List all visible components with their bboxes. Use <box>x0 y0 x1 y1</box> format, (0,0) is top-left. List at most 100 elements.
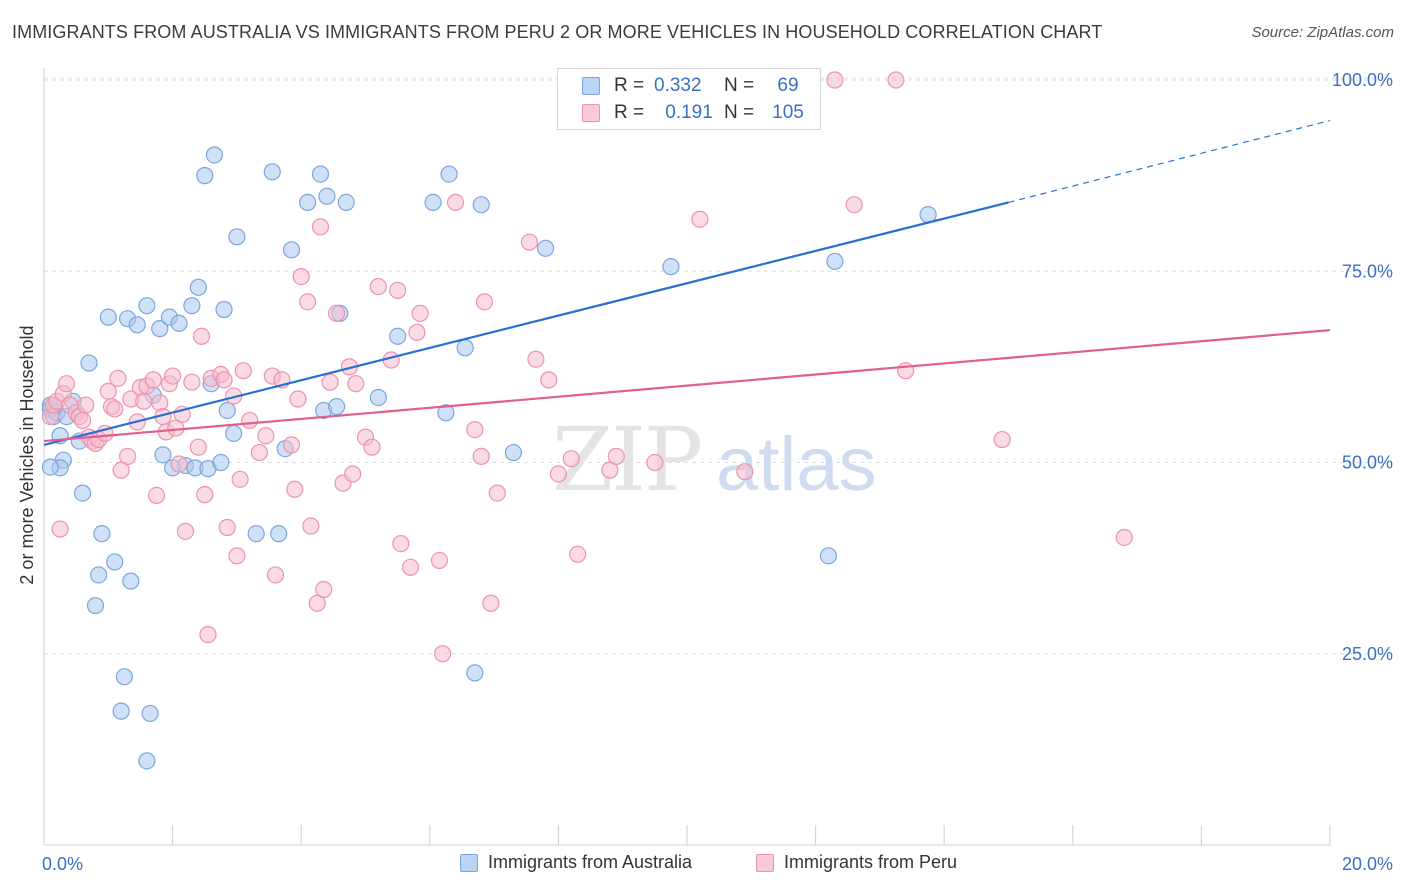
australia-point <box>138 752 156 770</box>
australia-point <box>228 228 246 246</box>
peru-point <box>196 486 214 504</box>
australia-point <box>141 704 159 723</box>
australia-point <box>41 458 60 476</box>
peru-point <box>189 438 207 456</box>
australia-point <box>466 664 484 682</box>
peru-point <box>363 438 381 456</box>
peru-point <box>302 517 320 535</box>
legend-r-value-australia: 0.332 <box>654 75 702 96</box>
peru-point <box>144 371 162 389</box>
peru-point <box>369 277 387 296</box>
peru-point <box>228 547 246 565</box>
legend-swatch-peru <box>582 104 600 122</box>
peru-point <box>527 350 545 368</box>
australia-point <box>73 484 92 502</box>
peru-point <box>482 594 500 612</box>
trend-lines <box>43 119 1331 446</box>
peru-point <box>51 520 69 538</box>
australia-point <box>112 702 130 720</box>
peru-point <box>569 545 587 563</box>
peru-point <box>601 461 619 479</box>
legend-r-label: R = <box>614 102 645 123</box>
australia-point <box>318 187 336 205</box>
peru-point <box>549 465 568 483</box>
peru-point <box>488 484 506 502</box>
peru-point <box>897 362 915 380</box>
peru-point <box>215 371 233 389</box>
peru-point <box>389 281 407 299</box>
peru-point <box>691 210 709 228</box>
peru-point <box>315 580 333 599</box>
peru-point <box>321 373 339 391</box>
trend-line-australia-extension <box>1008 119 1331 203</box>
peru-point <box>1115 528 1133 547</box>
source-label: Source: ZipAtlas.com <box>1251 24 1394 41</box>
australia-point <box>299 193 317 211</box>
bottom-legend-australia: Immigrants from Australia <box>460 852 692 873</box>
australia-point <box>138 297 156 315</box>
peru-point <box>147 486 166 504</box>
grid-lines <box>43 77 1392 845</box>
zipatlas-watermark: ZIP atlas <box>552 408 877 511</box>
stats-legend: R = 0.332 N = 69 R = 0.191 N = 105 <box>557 68 821 130</box>
peru-point <box>520 233 539 251</box>
axes <box>43 68 1330 846</box>
legend-swatch-australia <box>582 77 600 95</box>
australia-point <box>389 327 407 345</box>
australia-point <box>183 297 201 315</box>
australia-point <box>80 354 98 372</box>
australia-point <box>472 196 490 214</box>
australia-point <box>215 300 233 319</box>
peru-point <box>607 447 625 465</box>
peru-point <box>164 367 182 385</box>
australia-point <box>170 314 188 332</box>
legend-n-value-australia: 69 <box>777 75 799 96</box>
peru-point <box>112 461 130 479</box>
australia-point <box>106 553 124 571</box>
australia-point <box>90 566 108 584</box>
peru-point <box>241 411 259 430</box>
australia-point <box>93 525 111 543</box>
australia-point <box>225 424 243 443</box>
series-peru-points <box>41 71 1133 663</box>
bottom-legend-label-peru: Immigrants from Peru <box>784 852 958 872</box>
australia-point <box>86 596 105 615</box>
peru-point <box>311 218 330 236</box>
legend-n-value-peru: 105 <box>772 102 804 123</box>
australia-point <box>212 453 230 472</box>
peru-point <box>993 430 1011 449</box>
tick-labels: 25.0% 50.0% 75.0% 100.0% 0.0% 20.0% <box>42 70 1393 874</box>
australia-point <box>536 239 555 257</box>
y-tick-label: 75.0% <box>1342 261 1393 281</box>
peru-point <box>250 443 269 462</box>
peru-point <box>562 450 580 468</box>
peru-point <box>292 268 310 286</box>
watermark-atlas: atlas <box>716 422 877 507</box>
peru-point <box>234 362 252 380</box>
legend-n-label: N = <box>724 102 755 123</box>
bottom-legend-peru: Immigrants from Peru <box>756 852 957 873</box>
x-tick-label: 20.0% <box>1342 854 1393 874</box>
australia-point <box>327 398 346 416</box>
peru-point <box>430 551 449 570</box>
peru-point <box>475 293 494 311</box>
australia-point <box>115 668 133 686</box>
australia-point <box>263 163 281 181</box>
peru-point <box>183 373 201 391</box>
peru-point <box>73 411 92 430</box>
peru-point <box>266 566 285 584</box>
peru-point <box>299 293 317 311</box>
peru-point <box>327 304 346 322</box>
y-tick-label: 50.0% <box>1342 453 1393 473</box>
peru-point <box>77 396 95 414</box>
australia-point <box>196 167 214 185</box>
peru-point <box>392 534 410 553</box>
peru-point <box>466 421 484 439</box>
peru-point <box>218 518 236 537</box>
peru-point <box>57 375 76 393</box>
peru-point <box>401 558 420 576</box>
peru-point <box>646 453 664 472</box>
peru-point <box>434 645 452 663</box>
peru-point <box>257 427 275 445</box>
